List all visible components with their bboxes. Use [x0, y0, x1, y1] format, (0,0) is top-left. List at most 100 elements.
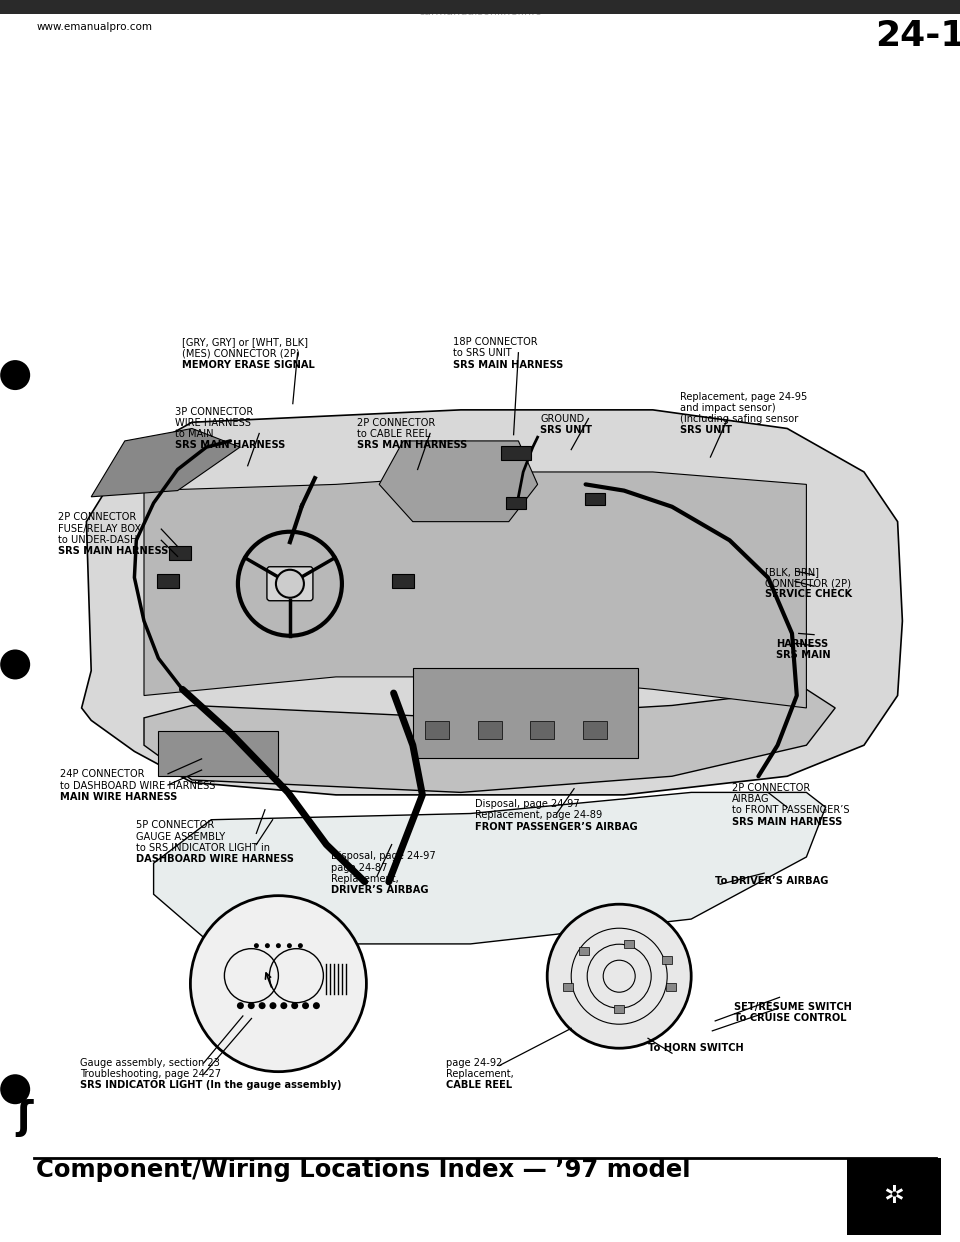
Text: 18P CONNECTOR: 18P CONNECTOR: [453, 338, 538, 348]
Text: to SRS INDICATOR LIGHT in: to SRS INDICATOR LIGHT in: [136, 842, 271, 853]
Text: SRS MAIN: SRS MAIN: [776, 651, 830, 661]
Circle shape: [0, 650, 30, 679]
FancyBboxPatch shape: [614, 1005, 624, 1013]
Circle shape: [0, 1074, 30, 1104]
Text: to CABLE REEL: to CABLE REEL: [357, 428, 430, 440]
FancyBboxPatch shape: [584, 722, 608, 739]
Text: To DRIVER’S AIRBAG: To DRIVER’S AIRBAG: [715, 877, 828, 887]
Text: DRIVER’S AIRBAG: DRIVER’S AIRBAG: [331, 884, 429, 895]
Circle shape: [547, 904, 691, 1048]
Circle shape: [276, 943, 281, 948]
Text: 2P CONNECTOR: 2P CONNECTOR: [58, 512, 136, 523]
Text: 24-15: 24-15: [876, 19, 960, 52]
Polygon shape: [154, 792, 826, 944]
Text: Replacement, page 24-89: Replacement, page 24-89: [475, 810, 603, 821]
Text: WIRE HARNESS: WIRE HARNESS: [175, 417, 251, 428]
FancyBboxPatch shape: [267, 566, 313, 601]
Circle shape: [265, 943, 270, 948]
Text: Gauge assembly, section 23: Gauge assembly, section 23: [80, 1058, 220, 1068]
Text: MEMORY ERASE SIGNAL: MEMORY ERASE SIGNAL: [182, 360, 315, 370]
Text: 2P CONNECTOR: 2P CONNECTOR: [357, 417, 436, 428]
FancyBboxPatch shape: [586, 493, 605, 505]
Text: SRS UNIT: SRS UNIT: [680, 425, 732, 436]
Text: GAUGE ASSEMBLY: GAUGE ASSEMBLY: [136, 832, 226, 842]
FancyBboxPatch shape: [424, 722, 449, 739]
Circle shape: [253, 943, 259, 948]
Text: Troubleshooting, page 24-27: Troubleshooting, page 24-27: [80, 1068, 221, 1079]
Circle shape: [302, 1002, 309, 1010]
Text: page 24-87: page 24-87: [331, 862, 388, 873]
Circle shape: [237, 1002, 244, 1010]
Circle shape: [287, 943, 292, 948]
Text: to DASHBOARD WIRE HARNESS: to DASHBOARD WIRE HARNESS: [60, 780, 215, 791]
Text: MAIN WIRE HARNESS: MAIN WIRE HARNESS: [60, 792, 177, 802]
Circle shape: [248, 1002, 254, 1010]
Text: Replacement, page 24-95: Replacement, page 24-95: [680, 392, 807, 402]
Circle shape: [276, 570, 304, 597]
Text: CONNECTOR (2P): CONNECTOR (2P): [765, 579, 852, 589]
Text: Replacement,: Replacement,: [331, 874, 399, 884]
Circle shape: [190, 895, 367, 1072]
FancyBboxPatch shape: [563, 984, 572, 991]
Circle shape: [0, 360, 30, 390]
Text: To CRUISE CONTROL: To CRUISE CONTROL: [734, 1013, 847, 1023]
Text: SRS MAIN HARNESS: SRS MAIN HARNESS: [357, 441, 468, 451]
Text: to FRONT PASSENGER’S: to FRONT PASSENGER’S: [732, 805, 849, 816]
Text: SRS MAIN HARNESS: SRS MAIN HARNESS: [58, 546, 168, 556]
Text: FRONT PASSENGER’S AIRBAG: FRONT PASSENGER’S AIRBAG: [475, 822, 637, 832]
Text: To HORN SWITCH: To HORN SWITCH: [648, 1043, 744, 1053]
FancyBboxPatch shape: [413, 668, 638, 758]
Text: 3P CONNECTOR: 3P CONNECTOR: [175, 407, 253, 417]
Text: CABLE REEL: CABLE REEL: [446, 1081, 513, 1090]
Polygon shape: [144, 472, 806, 708]
Text: Disposal, page 24-97: Disposal, page 24-97: [475, 800, 580, 810]
FancyBboxPatch shape: [666, 984, 676, 991]
Text: ✲: ✲: [883, 1184, 904, 1208]
Text: [GRY, GRY] or [WHT, BLK]: [GRY, GRY] or [WHT, BLK]: [182, 338, 308, 348]
Text: Disposal, page 24-97: Disposal, page 24-97: [331, 852, 436, 862]
Text: AIRBAG: AIRBAG: [732, 795, 769, 805]
Text: HARNESS: HARNESS: [776, 638, 828, 650]
Circle shape: [258, 1002, 266, 1010]
FancyBboxPatch shape: [506, 497, 525, 509]
Text: 2P CONNECTOR: 2P CONNECTOR: [732, 782, 810, 794]
FancyBboxPatch shape: [158, 732, 278, 776]
FancyBboxPatch shape: [847, 1158, 941, 1235]
Text: SRS INDICATOR LIGHT (In the gauge assembly): SRS INDICATOR LIGHT (In the gauge assemb…: [80, 1081, 341, 1090]
FancyBboxPatch shape: [157, 574, 179, 589]
Text: [BLK, BRN]: [BLK, BRN]: [765, 566, 819, 578]
Text: to MAIN: to MAIN: [175, 428, 213, 440]
Text: Replacement,: Replacement,: [446, 1068, 515, 1079]
Text: carmanualsonline.info: carmanualsonline.info: [418, 7, 542, 17]
FancyBboxPatch shape: [170, 545, 191, 560]
FancyBboxPatch shape: [501, 446, 532, 461]
Text: (MES) CONNECTOR (2P): (MES) CONNECTOR (2P): [182, 348, 300, 359]
FancyBboxPatch shape: [478, 722, 501, 739]
Circle shape: [280, 1002, 287, 1010]
Text: SERVICE CHECK: SERVICE CHECK: [765, 589, 852, 600]
FancyBboxPatch shape: [579, 946, 588, 955]
Circle shape: [291, 1002, 299, 1010]
FancyBboxPatch shape: [624, 940, 634, 948]
Text: page 24-92: page 24-92: [446, 1058, 503, 1068]
Circle shape: [298, 943, 303, 948]
Circle shape: [313, 1002, 320, 1010]
Text: to SRS UNIT: to SRS UNIT: [453, 348, 512, 359]
Text: SRS UNIT: SRS UNIT: [540, 425, 592, 436]
Polygon shape: [82, 410, 902, 795]
FancyBboxPatch shape: [661, 955, 672, 964]
Text: 24P CONNECTOR: 24P CONNECTOR: [60, 770, 144, 780]
FancyBboxPatch shape: [530, 722, 555, 739]
FancyBboxPatch shape: [393, 574, 414, 589]
Circle shape: [270, 1002, 276, 1010]
Text: Component/Wiring Locations Index — ’97 model: Component/Wiring Locations Index — ’97 m…: [36, 1159, 691, 1182]
Text: ʃ: ʃ: [16, 1099, 32, 1136]
Text: DASHBOARD WIRE HARNESS: DASHBOARD WIRE HARNESS: [136, 854, 294, 864]
Polygon shape: [91, 428, 240, 497]
Text: SRS MAIN HARNESS: SRS MAIN HARNESS: [453, 360, 564, 370]
Text: (Including safing sensor: (Including safing sensor: [680, 415, 798, 425]
Text: SRS MAIN HARNESS: SRS MAIN HARNESS: [175, 441, 285, 451]
Text: GROUND: GROUND: [540, 415, 585, 425]
Text: SET/RESUME SWITCH: SET/RESUME SWITCH: [734, 1001, 852, 1012]
Text: and impact sensor): and impact sensor): [680, 402, 776, 414]
